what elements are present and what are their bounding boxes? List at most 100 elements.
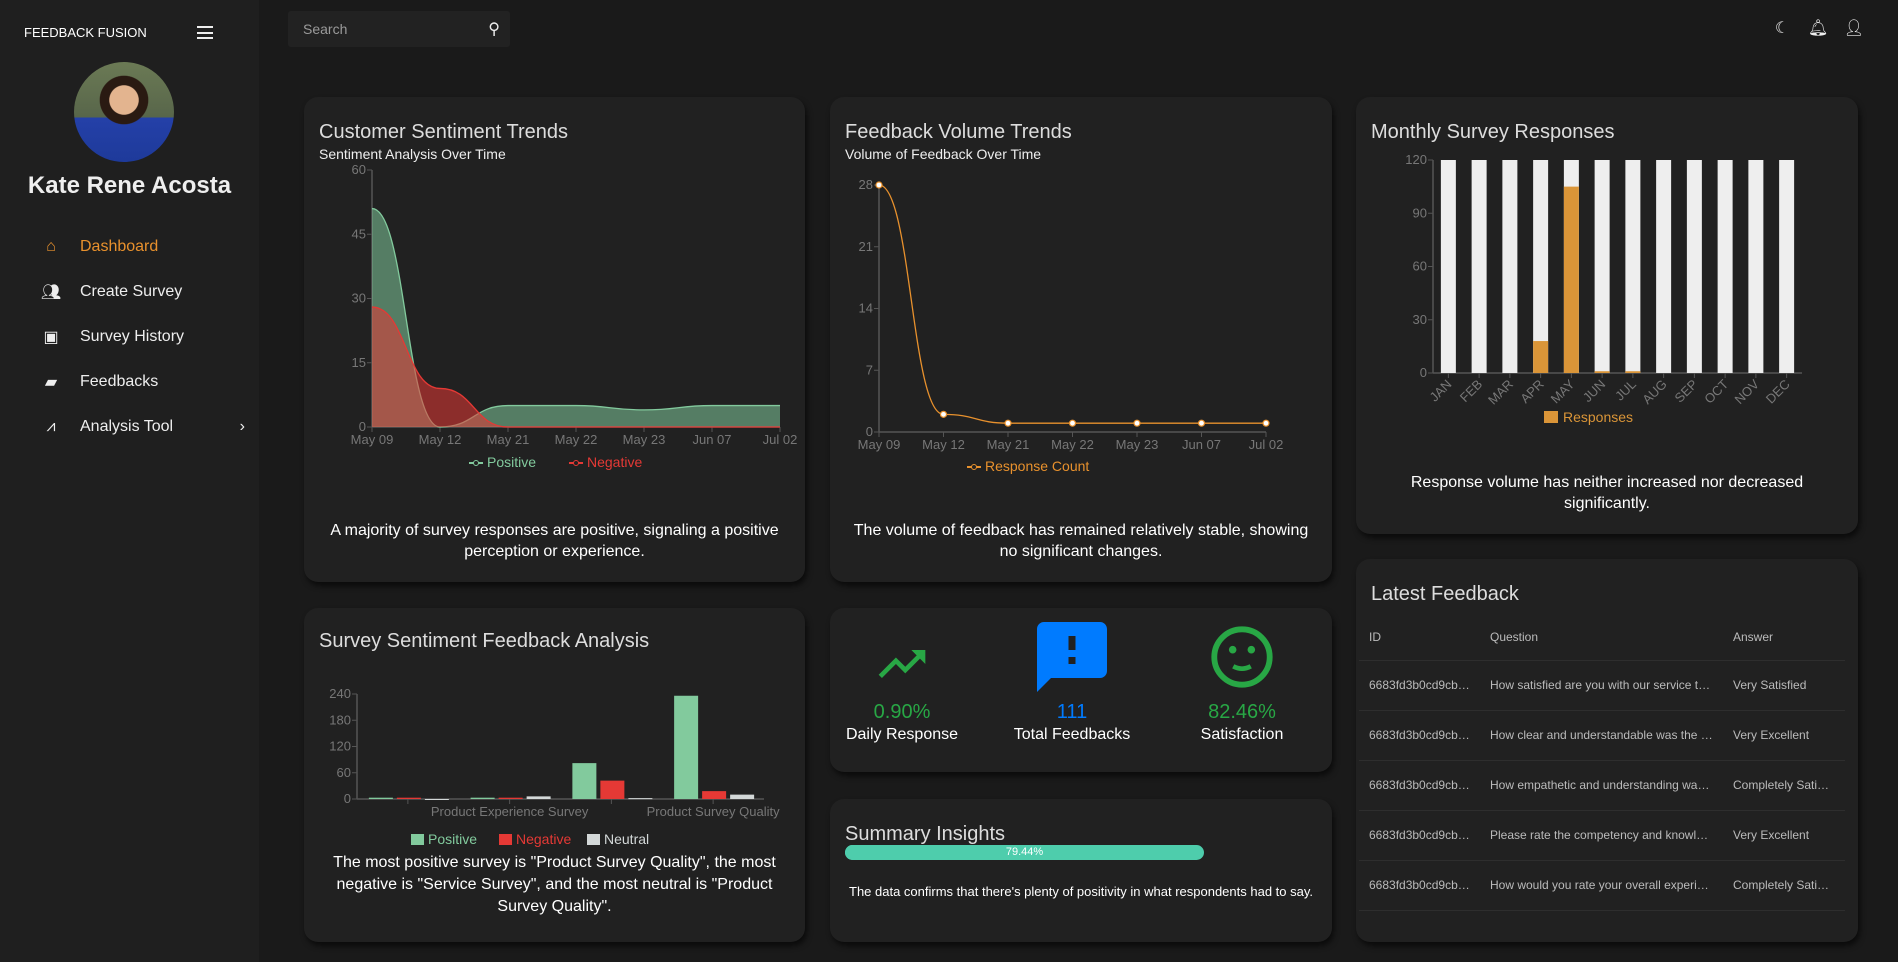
brand-logo: FEEDBACK FUSION — [24, 25, 147, 40]
hamburger-menu-icon[interactable] — [197, 26, 213, 39]
stat-value: 0.90% — [873, 701, 931, 723]
bar-background — [1717, 160, 1733, 373]
stat-value: 82.46% — [1208, 701, 1276, 723]
sidebar-item-create-survey[interactable]: 👥︎ Create Survey — [40, 277, 245, 307]
sidebar: FEEDBACK FUSION Kate Rene Acosta ⌂ Dashbo… — [0, 0, 259, 962]
cell-id: 6683fd3b0cd9cb… — [1359, 660, 1480, 711]
bell-icon[interactable]: 🔔︎ — [1807, 20, 1829, 37]
bar-may — [1563, 186, 1579, 373]
cell-question: How satisfied are you with our service t… — [1480, 660, 1723, 711]
data-point — [1262, 419, 1270, 427]
legend-marker — [587, 834, 600, 845]
sidebar-item-dashboard[interactable]: ⌂ Dashboard — [40, 232, 245, 262]
y-tick-label: 15 — [352, 355, 366, 370]
sidebar-item-label: Survey History — [80, 328, 185, 345]
legend-marker — [499, 834, 512, 845]
y-tick-label: 21 — [859, 239, 873, 254]
sidebar-item-feedbacks[interactable]: ▰ Feedbacks — [40, 367, 245, 397]
monthly-chart: 0 30 60 90 120 JAN FEB MAR APR MAY JUN JUL AUG SEP OCT… — [1405, 152, 1802, 425]
latest-feedback-card: Latest Feedback ID Question Answer 6683f… — [1356, 559, 1858, 942]
bar-negative — [498, 797, 523, 799]
data-point — [1004, 419, 1012, 427]
sidebar-item-label: Analysis Tool — [80, 418, 174, 435]
legend-marker-dot — [573, 460, 579, 466]
cell-id: 6683fd3b0cd9cb… — [1359, 760, 1480, 811]
sidebar-item-analysis-tool[interactable]: ⩘ Analysis Tool › — [40, 412, 245, 442]
card-description: The volume of feedback has remained rela… — [853, 522, 1309, 560]
bar-negative — [702, 791, 727, 799]
bar-jul — [1625, 371, 1641, 373]
x-tick-label: May 21 — [487, 432, 530, 447]
table-row[interactable]: 6683fd3b0cd9cb… How empathetic and unders… — [1359, 760, 1845, 811]
sidebar-item-survey-history[interactable]: ▣ Survey History — [40, 322, 245, 352]
search-bar: ⚲ — [288, 11, 510, 47]
bar-background — [1533, 160, 1549, 373]
x-tick-label: Jul 02 — [763, 432, 798, 447]
analytics-icon: ⩘ — [46, 418, 56, 435]
column-header-answer: Answer — [1723, 615, 1845, 661]
summary-insights-card: Summary Insights 79.44% The data confirm… — [830, 799, 1332, 942]
bar-neutral — [628, 798, 653, 800]
x-tick-label: May 09 — [351, 432, 394, 447]
cell-answer: Completely Sati… — [1723, 860, 1845, 911]
bar-negative — [396, 797, 421, 799]
cell-answer: Very Excellent — [1723, 810, 1845, 861]
moon-icon[interactable]: ☾ — [1774, 20, 1790, 37]
search-input[interactable] — [288, 11, 468, 47]
x-tick-label: May 23 — [1116, 437, 1159, 452]
y-tick-label: 30 — [1413, 312, 1427, 327]
progress-label: 79.44% — [1005, 846, 1044, 858]
user-icon[interactable]: 👤︎ — [1843, 20, 1865, 37]
data-point — [875, 181, 883, 189]
cell-answer: Completely Sati… — [1723, 760, 1845, 811]
x-tick-label: JUN — [1580, 377, 1608, 405]
progress-fill — [845, 845, 1131, 860]
bar-positive — [572, 763, 597, 799]
volume-trends-card: Feedback Volume Trends Volume of Feedbac… — [830, 97, 1332, 582]
legend-label: Positive — [487, 454, 536, 470]
y-tick-label: 0 — [866, 424, 873, 439]
stat-label: Satisfaction — [1200, 726, 1284, 743]
contact-card-icon: ▣ — [43, 329, 59, 346]
cell-question: How would you rate your overall experi… — [1480, 860, 1723, 911]
x-tick-label: May 21 — [987, 437, 1030, 452]
sidebar-item-label: Feedbacks — [80, 373, 159, 390]
data-point — [1068, 419, 1077, 427]
card-subtitle: Sentiment Analysis Over Time — [319, 146, 506, 162]
table-row[interactable]: 6683fd3b0cd9cb… How satisfied are you wit… — [1359, 660, 1845, 711]
stat-total-feedbacks: 111 Total Feedbacks — [992, 622, 1152, 744]
x-tick-label: JAN — [1427, 377, 1455, 405]
bar-positive — [674, 695, 699, 799]
series-line-response-count — [878, 184, 1266, 424]
cell-id: 6683fd3b0cd9cb… — [1359, 710, 1480, 761]
legend-label: Positive — [428, 831, 477, 847]
cell-id: 6683fd3b0cd9cb… — [1359, 860, 1480, 911]
feedback-table: ID Question Answer 6683fd3b0cd9cb… How sa… — [1359, 615, 1845, 911]
bar-background — [1594, 160, 1610, 373]
y-tick-label: 0 — [359, 419, 366, 434]
x-tick-label: AUG — [1639, 377, 1670, 408]
data-point — [1197, 419, 1206, 427]
cell-question: Please rate the competency and knowl… — [1480, 810, 1723, 861]
bar-negative — [600, 780, 625, 799]
x-tick-label: DEC — [1763, 377, 1793, 407]
chat-icon: ▰ — [44, 374, 58, 391]
card-title: Monthly Survey Responses — [1371, 121, 1615, 143]
table-row[interactable]: 6683fd3b0cd9cb… How clear and understanda… — [1359, 710, 1845, 761]
table-row[interactable]: 6683fd3b0cd9cb… Please rate the competenc… — [1359, 810, 1845, 861]
table-row[interactable]: 6683fd3b0cd9cb… How would you rate your o… — [1359, 860, 1845, 911]
search-icon[interactable]: ⚲ — [488, 21, 500, 38]
card-description: Response volume has neither increased no… — [1410, 474, 1804, 512]
bar-neutral — [730, 794, 755, 799]
card-description: The most positive survey is "Product Sur… — [333, 854, 776, 915]
cell-question: How empathetic and understanding wa… — [1480, 760, 1723, 811]
x-tick-label: MAY — [1548, 376, 1578, 406]
progress-bar: 79.44% — [845, 845, 1204, 860]
x-tick-label: Product Survey Quality — [647, 804, 780, 819]
column-header-id: ID — [1359, 615, 1480, 661]
stat-value: 111 — [1056, 701, 1088, 723]
y-tick-label: 240 — [329, 686, 351, 701]
legend-label: Response Count — [985, 458, 1089, 474]
volume-chart: 0 7 14 21 28 May 09 May 12 May 21 May 22 May 23 Ju… — [858, 177, 1284, 474]
y-tick-label: 60 — [352, 162, 366, 177]
